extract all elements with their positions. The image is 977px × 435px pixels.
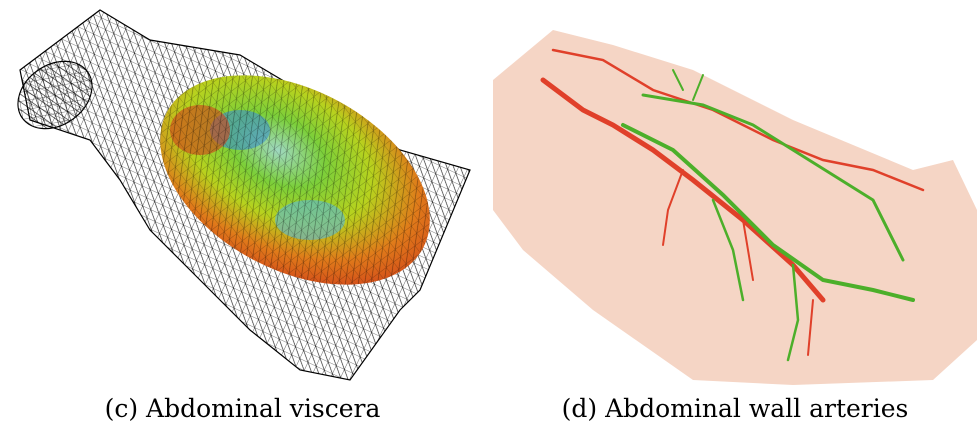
viscera-mesh-image — [17, 9, 471, 381]
arteries-image — [493, 30, 977, 385]
subfigure-abdominal-viscera — [0, 0, 485, 390]
caption-d: (d) Abdominal wall arteries — [561, 394, 909, 423]
subfigure-abdominal-wall-arteries — [493, 0, 977, 390]
caption-c: (c) Abdominal viscera — [104, 394, 381, 423]
